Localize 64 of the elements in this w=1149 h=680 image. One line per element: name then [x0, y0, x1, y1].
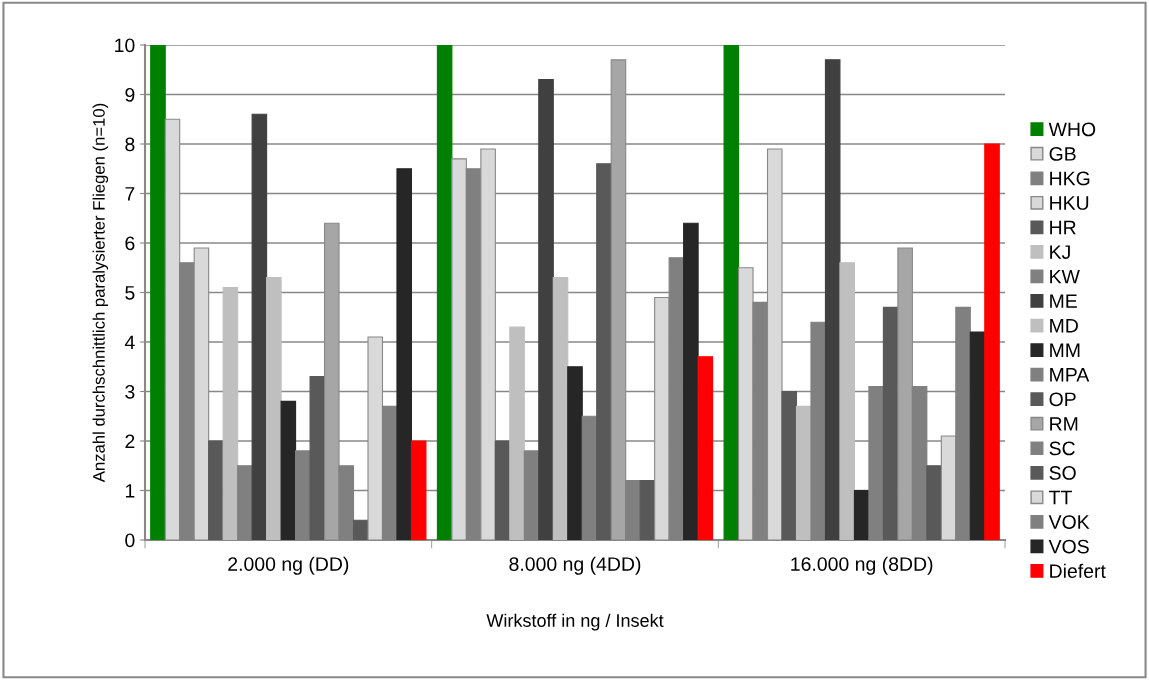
legend-label: MM [1050, 343, 1080, 357]
y-tick-label: 10 [115, 38, 135, 53]
bar [208, 440, 224, 540]
x-tick-label: 2.000 ng (DD) [228, 556, 349, 575]
y-tick-label: 1 [125, 484, 135, 498]
bar [309, 376, 326, 540]
bar [266, 277, 282, 540]
bar [882, 306, 899, 540]
y-tick-label: 0 [125, 533, 135, 548]
bar [538, 79, 554, 540]
legend-label: SC [1049, 441, 1075, 456]
x-tick-label: 8.000 ng (4DD) [509, 556, 641, 575]
legend-label: HR [1050, 220, 1076, 235]
bar [683, 222, 699, 540]
bar [410, 440, 427, 540]
bar [697, 356, 714, 540]
legend-label: ME [1050, 294, 1077, 308]
bar [396, 168, 413, 540]
legend-label: HKU [1050, 196, 1089, 210]
y-tick-label: 2 [125, 434, 135, 449]
legend-label: KW [1050, 269, 1080, 284]
bar [926, 465, 942, 540]
legend-label: MD [1050, 319, 1078, 333]
x-tick-label: 16.000 ng (8DD) [791, 556, 933, 575]
legend-label: VOS [1048, 539, 1089, 554]
bar [567, 366, 583, 540]
legend-label: VOK [1048, 515, 1090, 529]
x-axis-title: Wirkstoff in ng / Insekt [486, 613, 664, 631]
y-tick-label: 6 [125, 236, 135, 251]
bar [251, 113, 268, 540]
legend-label: Diefert [1050, 563, 1106, 578]
bar [222, 286, 239, 540]
bar [280, 400, 297, 540]
y-tick-label: 5 [125, 286, 135, 300]
y-tick-label: 9 [125, 87, 135, 102]
bar [596, 163, 612, 540]
legend-label: TT [1049, 490, 1072, 505]
bar [552, 277, 569, 540]
y-tick-label: 8 [125, 137, 135, 152]
y-tick-label: 7 [125, 187, 135, 201]
bar [494, 440, 511, 540]
legend-label: MPA [1050, 368, 1090, 382]
bar [839, 262, 855, 540]
bar [509, 326, 525, 540]
bar [853, 489, 870, 540]
legend-label: SO [1049, 466, 1076, 480]
bar [150, 45, 166, 540]
bar [969, 331, 986, 540]
bar [723, 45, 740, 540]
bar [436, 45, 453, 540]
legend-label: OP [1049, 392, 1076, 407]
legend-label: RM [1050, 417, 1078, 431]
bar [795, 405, 812, 540]
legend-label: KJ [1050, 245, 1070, 259]
y-axis-title: Anzahl durchschnittlich paralysierter Fliegen (n=10) [92, 103, 109, 483]
y-tick-label: 3 [125, 384, 135, 399]
bar [984, 143, 1000, 540]
legend-label: HKG [1050, 171, 1090, 186]
legend-label: WHO [1048, 122, 1096, 137]
bar [781, 390, 798, 540]
legend-label: GB [1049, 147, 1076, 161]
bar [824, 59, 841, 540]
bar [639, 480, 656, 540]
y-tick-label: 4 [124, 335, 135, 350]
